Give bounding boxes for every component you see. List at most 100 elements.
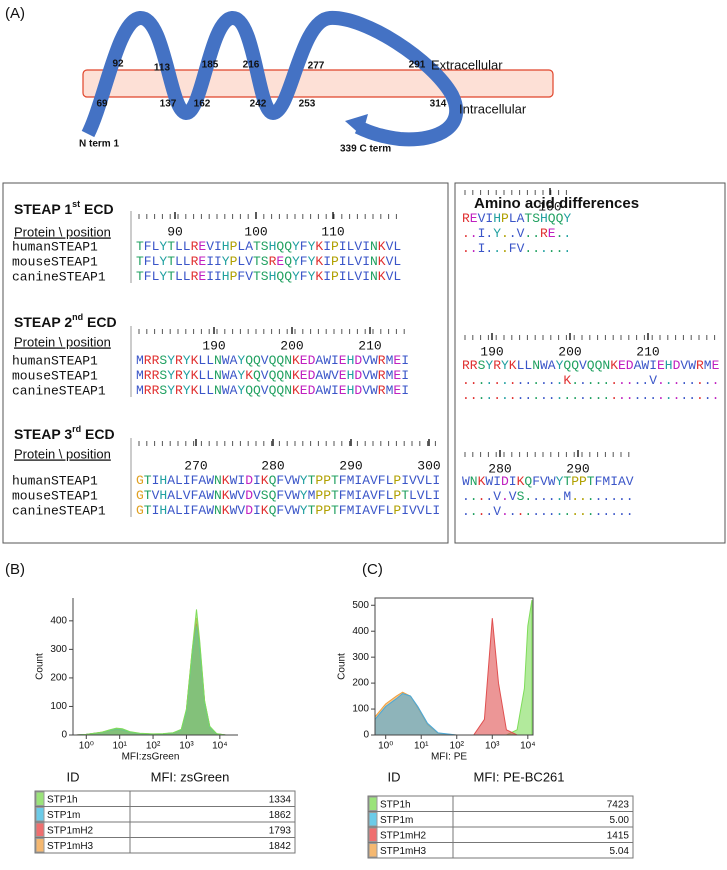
residue: I bbox=[152, 503, 160, 518]
residue: Y bbox=[159, 269, 167, 284]
residue: V bbox=[362, 383, 370, 398]
x-tick-label: 10⁰ bbox=[79, 741, 94, 752]
residue: A bbox=[245, 239, 253, 254]
residue: . bbox=[626, 373, 634, 388]
residue: . bbox=[587, 504, 595, 519]
panel-label: (A) bbox=[5, 5, 25, 22]
residue: I bbox=[354, 503, 362, 518]
residue: Q bbox=[269, 368, 277, 383]
residue: H bbox=[222, 239, 230, 254]
table-header: ID bbox=[67, 769, 80, 784]
residue: L bbox=[198, 353, 206, 368]
residue: I bbox=[362, 254, 370, 269]
ruler-label: 210 bbox=[636, 344, 659, 359]
residue: F bbox=[339, 473, 347, 488]
residue: L bbox=[175, 239, 183, 254]
site-label: 314 bbox=[430, 99, 447, 110]
residue: P bbox=[501, 211, 509, 226]
residue: Y bbox=[563, 211, 571, 226]
residue: F bbox=[300, 269, 308, 284]
residue: V bbox=[417, 488, 425, 503]
residue: . bbox=[517, 373, 525, 388]
x-tick-label: 10³ bbox=[485, 741, 500, 752]
residue: Y bbox=[300, 473, 308, 488]
residue: T bbox=[167, 269, 175, 284]
residue: L bbox=[409, 488, 417, 503]
residue: . bbox=[548, 373, 556, 388]
residue: M bbox=[386, 353, 394, 368]
residue: W bbox=[540, 358, 548, 373]
table-value: 1415 bbox=[607, 830, 630, 841]
table-id: STP1mH3 bbox=[47, 841, 94, 852]
residue: Q bbox=[269, 353, 277, 368]
residue: L bbox=[237, 254, 245, 269]
residue: . bbox=[493, 241, 501, 256]
difference-row: .............K..........V........ bbox=[462, 373, 719, 388]
site-label: 162 bbox=[194, 99, 211, 110]
residue: Q bbox=[245, 383, 253, 398]
histogram-area bbox=[76, 609, 226, 735]
site-label: 92 bbox=[112, 59, 124, 70]
residue: T bbox=[253, 239, 261, 254]
residue: . bbox=[712, 373, 720, 388]
residue: . bbox=[540, 241, 548, 256]
residue: T bbox=[587, 474, 595, 489]
ruler-label: 100 bbox=[538, 199, 561, 214]
residue: T bbox=[331, 473, 339, 488]
residue: . bbox=[470, 504, 478, 519]
residue: P bbox=[230, 254, 238, 269]
alignment-box bbox=[2, 182, 449, 544]
residue: A bbox=[198, 473, 206, 488]
residue: I bbox=[362, 239, 370, 254]
residue: V bbox=[478, 211, 486, 226]
residue: D bbox=[308, 353, 316, 368]
residue: H bbox=[159, 488, 167, 503]
residue: I bbox=[401, 383, 409, 398]
residue: E bbox=[339, 353, 347, 368]
residue: . bbox=[478, 504, 486, 519]
sequence: GTIHALIFAWNKWVDIKQFVWYTPPTFMIAVFLPIVVLI bbox=[136, 503, 440, 518]
residue: . bbox=[657, 373, 665, 388]
residue: E bbox=[657, 358, 665, 373]
x-tick-label: 10² bbox=[450, 741, 465, 752]
residue: . bbox=[571, 504, 579, 519]
residue: F bbox=[276, 488, 284, 503]
residue: . bbox=[641, 373, 649, 388]
x-tick-label: 10⁴ bbox=[520, 741, 535, 752]
residue: V bbox=[354, 239, 362, 254]
residue: I bbox=[331, 353, 339, 368]
position-header: Protein \ position bbox=[14, 334, 111, 349]
residue: Y bbox=[556, 474, 564, 489]
residue: I bbox=[401, 473, 409, 488]
residue: F bbox=[378, 488, 386, 503]
residue: . bbox=[595, 373, 603, 388]
residue: F bbox=[339, 503, 347, 518]
residue: P bbox=[315, 473, 323, 488]
residue: N bbox=[370, 254, 378, 269]
table-id: STP1h bbox=[47, 794, 78, 805]
residue: F bbox=[191, 473, 199, 488]
residue: I bbox=[610, 474, 618, 489]
residue: L bbox=[425, 473, 433, 488]
residue: K bbox=[378, 269, 386, 284]
residue: Y bbox=[308, 269, 316, 284]
title-part: nd bbox=[72, 312, 83, 322]
ruler-label: 110 bbox=[321, 224, 344, 239]
residue: . bbox=[680, 373, 688, 388]
residue: A bbox=[618, 474, 626, 489]
residue: W bbox=[222, 383, 230, 398]
residue: T bbox=[136, 239, 144, 254]
residue: . bbox=[462, 373, 470, 388]
residue: Q bbox=[284, 239, 292, 254]
residue: Y bbox=[292, 239, 300, 254]
table-id: STP1h bbox=[380, 799, 411, 810]
residue: . bbox=[493, 388, 501, 403]
color-swatch bbox=[35, 807, 45, 822]
ruler-label: 290 bbox=[566, 461, 589, 476]
y-tick-label: 300 bbox=[50, 644, 67, 655]
residue: L bbox=[198, 368, 206, 383]
residue: N bbox=[470, 474, 478, 489]
residue: K bbox=[191, 353, 199, 368]
plot-frame bbox=[374, 597, 534, 736]
sequence-name: humanSTEAP1 bbox=[12, 239, 98, 254]
